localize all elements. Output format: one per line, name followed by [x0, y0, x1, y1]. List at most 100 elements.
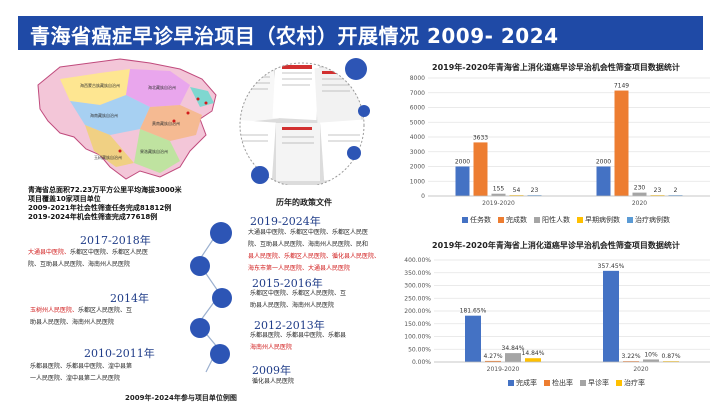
timeline-right-3-year: 2012-2013年 [254, 319, 325, 332]
data-label: 4.27% [483, 353, 502, 360]
legend-swatch [544, 380, 550, 386]
svg-text:果洛藏族自治州: 果洛藏族自治州 [140, 148, 168, 154]
data-label: 3633 [473, 134, 488, 141]
timeline-caption: 2009年-2024年参与项目单位例图 [125, 394, 237, 402]
data-label: 357.45% [598, 263, 625, 270]
timeline-units-line: 一人民医院、湟中县第二人民医院 [30, 375, 121, 382]
bar [485, 360, 501, 362]
map-stat-units: 项目覆盖10家项目单位 [28, 195, 101, 203]
y-tick-label: 5000 [410, 119, 425, 126]
bar [525, 358, 541, 362]
timeline-units-line: 乐都区中医院、乐都区人民医院、互 [250, 290, 347, 297]
timeline-left-1: 2017-2018年 [80, 232, 190, 248]
highlight-unit: 大通县中医院、 [28, 249, 71, 256]
timeline-left-3-units: 乐都县医院、乐都县中医院、湟中县第 一人民医院、湟中县第二人民医院 [30, 361, 190, 385]
legend-swatch [616, 380, 622, 386]
data-label: 23 [654, 187, 662, 194]
svg-text:玉树藏族自治州: 玉树藏族自治州 [94, 154, 122, 160]
y-tick-label: 6000 [410, 105, 425, 112]
data-label: 10% [644, 351, 658, 358]
legend-label: 任务数 [470, 216, 491, 224]
bar [596, 166, 611, 196]
policy-docs-collage [239, 58, 370, 185]
x-tick-label: 2020 [632, 200, 647, 207]
timeline-units-line: 乐都县医院、乐都县中医院、乐都县 [250, 332, 347, 339]
legend-item: 早期病例数 [577, 216, 620, 224]
legend-swatch [508, 380, 514, 386]
timeline-left-2-units: 玉树州人民医院、乐都区人民医院、互 助县人民医院、海南州人民医院 [30, 305, 190, 329]
y-tick-label: 7000 [410, 90, 425, 97]
map-stat-social: 2009-2021年社会性筛查任务完成81812例 [28, 204, 172, 212]
timeline-units-line: 循化县人民医院 [252, 378, 295, 385]
y-tick-label: 0 [421, 193, 425, 200]
y-tick-label: 4000 [410, 134, 425, 141]
bar [643, 359, 659, 362]
data-label: 14.84% [522, 350, 545, 357]
svg-text:海西蒙古族藏族自治州: 海西蒙古族藏族自治州 [80, 82, 120, 88]
timeline-units-line: 助县人民医院、海南州人民医院 [250, 302, 335, 309]
data-label: 181.65% [460, 308, 487, 315]
chart1-title: 2019年-2020年青海省上消化道癌早诊早治机会性筛查项目数据统计 [432, 63, 680, 72]
legend-label: 检出率 [552, 379, 573, 387]
chart2-legend: 完成率 检出率 早诊率 治疗率 [508, 378, 652, 388]
y-tick-label: 2000 [410, 164, 425, 171]
timeline-units-line: 院、互助县人民医院、海南州人民医院、民和 [248, 241, 369, 248]
data-label: 230 [634, 185, 646, 192]
bar [455, 166, 470, 196]
y-tick-label: 200.00% [404, 308, 431, 315]
chart-rates: 0.00% 50.00% 100.00% 150.00% 200.00% 250.00% 3… [404, 257, 710, 373]
bar [505, 353, 521, 362]
x-tick-label: 2019-2020 [482, 200, 515, 207]
timeline-node-3 [212, 288, 232, 308]
y-tick-label: 350.00% [404, 270, 431, 277]
data-label: 155 [493, 186, 505, 193]
timeline-left-2-year: 2014年 [110, 292, 149, 305]
map-stat-opportunistic: 2019-2024年机会性筛查完成77618例 [28, 213, 158, 221]
y-tick-label: 100.00% [404, 334, 431, 341]
timeline-node-4 [190, 318, 210, 338]
legend-item: 完成率 [508, 379, 537, 387]
legend-label: 早期病例数 [585, 216, 620, 224]
bar [614, 90, 629, 196]
data-label: 34.84% [502, 345, 525, 352]
bar [473, 142, 488, 196]
legend-swatch [462, 217, 468, 223]
y-tick-label: 8000 [410, 75, 425, 82]
timeline-right-1-units: 大通县中医院、乐都区中医院、乐都区人民医 院、互助县人民医院、海南州人民医院、民… [248, 227, 388, 275]
timeline-year: 2017-2018年 [80, 234, 151, 247]
bar [465, 315, 481, 362]
y-tick-label: 250.00% [404, 295, 431, 302]
y-tick-label: 0.00% [412, 359, 431, 366]
timeline-right-2-year: 2015-2016年 [252, 277, 323, 290]
bar [623, 361, 639, 362]
timeline-right-2-units: 乐都区中医院、乐都区人民医院、互 助县人民医院、海南州人民医院 [250, 288, 390, 312]
data-label: 2000 [596, 159, 611, 166]
slide-header: 青海省癌症早诊早治项目（农村）开展情况 2009- 2024 [0, 0, 727, 50]
legend-item: 完成数 [498, 216, 527, 224]
data-label: 2000 [455, 159, 470, 166]
data-label: 3.22% [621, 353, 640, 360]
highlight-unit: 玉树州人民医院、 [30, 307, 79, 314]
timeline-right-3-units: 乐都县医院、乐都县中医院、乐都县 海南州人民医院 [250, 330, 390, 354]
timeline-units-line: 海东市第一人民医院、大通县人民医院 [248, 265, 351, 272]
svg-text:海南藏族自治州: 海南藏族自治州 [90, 112, 118, 118]
docs-caption: 历年的政策文件 [276, 198, 332, 207]
slide-title: 青海省癌症早诊早治项目（农村）开展情况 2009- 2024 [30, 24, 559, 48]
timeline-left-3-year: 2010-2011年 [84, 347, 155, 360]
legend-label: 治疗率 [624, 379, 645, 387]
timeline-units-line: 院、互助县人民医院、海南州人民医院 [28, 261, 131, 268]
bar [491, 193, 506, 196]
qinghai-map: 海西蒙古族藏族自治州 海北藏族自治州 海南藏族自治州 黄南藏族自治州 果洛藏族自… [37, 58, 217, 180]
timeline-units-line: 海南州人民医院 [250, 344, 293, 351]
legend-item: 治疗病例数 [627, 216, 670, 224]
chart-counts: 0 1000 2000 3000 4000 5000 6000 7000 8000 2000 363… [410, 75, 710, 207]
legend-swatch [498, 217, 504, 223]
data-label: 2 [674, 187, 678, 194]
chart1-legend: 任务数 完成数 阳性人数 早期病例数 治疗病例数 [462, 215, 677, 225]
legend-label: 阳性人数 [542, 216, 570, 224]
y-tick-label: 300.00% [404, 283, 431, 290]
timeline-units-line: 助县人民医院、海南州人民医院 [30, 319, 115, 326]
timeline-right-1-year: 2019-2024年 [250, 215, 321, 228]
legend-label: 治疗病例数 [635, 216, 670, 224]
x-tick-label: 2019-2020 [487, 366, 520, 373]
